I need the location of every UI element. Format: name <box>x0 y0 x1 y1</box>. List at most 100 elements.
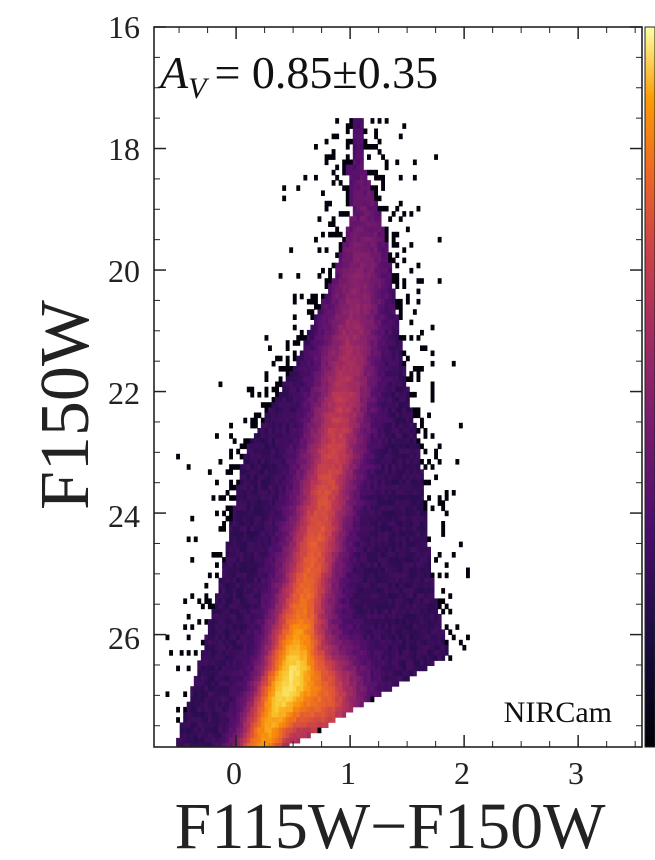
heatmap-cell <box>412 309 417 315</box>
heatmap-cell <box>229 613 233 620</box>
heatmap-cell <box>310 598 315 604</box>
heatmap-cell <box>285 469 290 475</box>
heatmap-cell <box>257 484 262 491</box>
heatmap-cell <box>246 495 251 501</box>
heatmap-cell <box>338 510 343 517</box>
heatmap-cell <box>352 670 357 677</box>
heatmap-cell <box>292 582 297 589</box>
heatmap-cell <box>246 660 251 666</box>
heatmap-cell <box>197 701 202 708</box>
heatmap-cell <box>239 541 244 548</box>
heatmap-cell <box>409 515 414 522</box>
heatmap-cell <box>246 577 251 584</box>
heatmap-cell <box>367 608 371 615</box>
heatmap-cell <box>405 433 410 439</box>
heatmap-cell <box>367 412 371 419</box>
heatmap-cell <box>409 433 414 439</box>
heatmap-cell <box>349 247 354 253</box>
heatmap-cell <box>384 526 389 532</box>
heatmap-cell <box>321 521 325 527</box>
heatmap-cell <box>285 391 290 398</box>
heatmap-cell <box>345 412 350 419</box>
heatmap-cell <box>356 422 361 429</box>
heatmap-cell <box>190 696 195 703</box>
heatmap-cell <box>381 329 385 336</box>
heatmap-cell <box>359 665 364 672</box>
heatmap-cell <box>257 448 262 455</box>
heatmap-cell <box>243 505 248 512</box>
heatmap-cell <box>285 629 290 635</box>
heatmap-cell <box>416 205 421 212</box>
heatmap-cell <box>359 459 364 465</box>
heatmap-cell <box>250 582 255 589</box>
heatmap-cell <box>381 603 385 610</box>
heatmap-cell <box>398 386 403 393</box>
heatmap-cell <box>211 624 216 630</box>
heatmap-cell <box>303 515 308 522</box>
heatmap-cell <box>222 737 226 744</box>
heatmap-cell <box>328 655 332 661</box>
heatmap-cell <box>402 510 407 517</box>
heatmap-cell <box>374 495 378 501</box>
heatmap-cell <box>257 515 262 522</box>
heatmap-cell <box>324 505 329 512</box>
heatmap-cell <box>427 582 431 589</box>
heatmap-cell <box>356 526 361 532</box>
heatmap-cell <box>395 557 400 563</box>
heatmap-cell <box>299 490 304 496</box>
heatmap-cell <box>420 505 424 512</box>
heatmap-cell <box>321 717 325 723</box>
heatmap-cell <box>317 402 322 408</box>
heatmap-cell <box>409 453 414 460</box>
heatmap-cell <box>250 495 255 501</box>
heatmap-cell <box>282 608 287 615</box>
heatmap-cell <box>246 737 251 744</box>
heatmap-cell <box>356 283 361 289</box>
heatmap-cell <box>395 588 400 594</box>
heatmap-cell <box>384 557 389 563</box>
heatmap-cell <box>282 505 287 512</box>
heatmap-cell <box>342 340 347 346</box>
heatmap-cell <box>395 681 400 687</box>
heatmap-cell <box>306 619 311 625</box>
heatmap-cell <box>423 521 428 527</box>
heatmap-cell <box>331 696 336 703</box>
heatmap-cell <box>282 562 287 568</box>
heatmap-cell <box>243 619 248 625</box>
heatmap-cell <box>299 613 304 620</box>
heatmap-cell <box>222 567 226 574</box>
heatmap-cell <box>331 293 336 300</box>
heatmap-cell <box>211 743 216 747</box>
heatmap-cell <box>321 665 325 672</box>
heatmap-cell <box>257 619 262 625</box>
heatmap-cell <box>342 247 347 253</box>
heatmap-cell <box>207 644 212 651</box>
heatmap-cell <box>349 298 354 305</box>
heatmap-cell <box>377 675 382 682</box>
heatmap-cell <box>391 541 396 548</box>
heatmap-cell <box>359 691 364 697</box>
plot-frame <box>153 26 643 748</box>
heatmap-cell <box>324 546 329 553</box>
heatmap-cell <box>275 582 279 589</box>
heatmap-cell <box>292 293 297 300</box>
heatmap-cell <box>292 567 297 574</box>
heatmap-cell <box>282 397 287 403</box>
heatmap-cell <box>306 634 311 641</box>
heatmap-cell <box>367 639 371 646</box>
heatmap-cell <box>296 484 301 491</box>
heatmap-cell <box>317 304 322 310</box>
heatmap-cell <box>335 448 340 455</box>
heatmap-cell <box>398 200 403 207</box>
heatmap-cell <box>367 273 371 279</box>
heatmap-cell <box>285 660 290 666</box>
heatmap-cell <box>398 593 403 599</box>
heatmap-cell <box>342 681 347 687</box>
heatmap-cell <box>324 350 329 357</box>
heatmap-cell <box>374 402 378 408</box>
heatmap-cell <box>349 613 354 620</box>
heatmap-cell <box>338 515 343 522</box>
heatmap-cell <box>391 293 396 300</box>
heatmap-cell <box>345 376 350 382</box>
heatmap-cell <box>314 459 318 465</box>
